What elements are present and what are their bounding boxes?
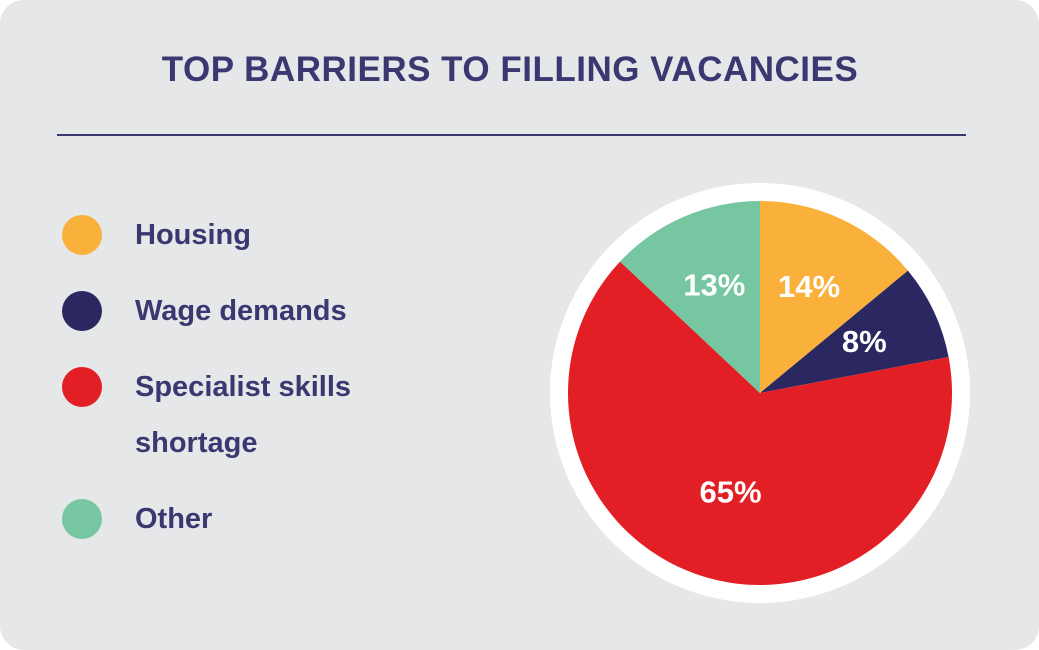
legend-label: Specialist skills shortage (135, 371, 352, 459)
pie-slice (760, 201, 908, 393)
legend-label: Other (135, 503, 213, 535)
chart-title: TOP BARRIERS TO FILLING VACANCIES (161, 50, 859, 89)
legend-label: Wage demands (135, 295, 347, 327)
slice-label: 14% (778, 269, 840, 304)
legend-item: Wage demands (62, 283, 402, 339)
slice-label: 65% (700, 475, 762, 510)
legend-swatch (62, 499, 102, 539)
legend-item: Specialist skills shortage (62, 359, 402, 471)
legend: Housing Wage demands Specialist skills sho… (62, 207, 402, 567)
legend-label: Housing (135, 219, 251, 251)
pie-slice (760, 270, 949, 393)
legend-item: Other (62, 491, 402, 547)
pie-slice (620, 201, 760, 393)
legend-swatch (62, 291, 102, 331)
legend-swatch (62, 367, 102, 407)
legend-swatch (62, 215, 102, 255)
slice-label: 13% (683, 267, 745, 302)
pie-slice (568, 261, 952, 585)
slice-label: 8% (842, 324, 887, 359)
title-rule (57, 134, 966, 136)
legend-item: Housing (62, 207, 402, 263)
